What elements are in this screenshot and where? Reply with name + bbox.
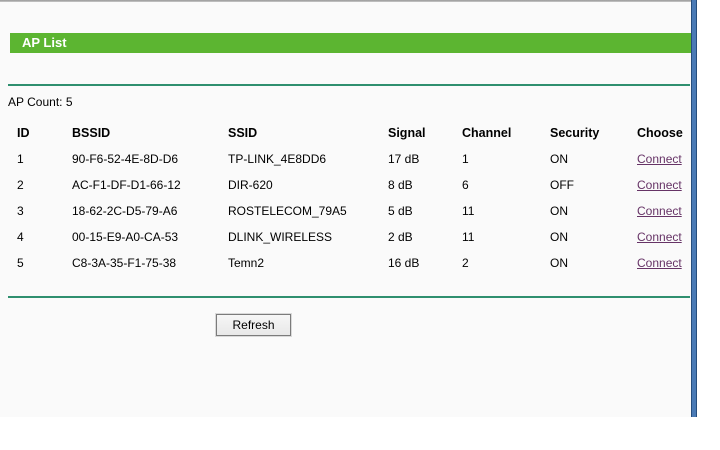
connect-link[interactable]: Connect — [637, 204, 682, 218]
refresh-button[interactable]: Refresh — [215, 313, 292, 337]
cell-bssid: 00-15-E9-A0-CA-53 — [72, 230, 179, 244]
cell-signal: 2 dB — [388, 230, 413, 244]
ap-count: AP Count: 5 — [8, 95, 73, 109]
cell-ssid: ROSTELECOM_79A5 — [228, 204, 347, 218]
cell-bssid: 18-62-2C-D5-79-A6 — [72, 204, 178, 218]
connect-link[interactable]: Connect — [637, 152, 682, 166]
cell-ssid: DLINK_WIRELESS — [228, 230, 333, 244]
cell-signal: 16 dB — [388, 256, 420, 270]
cell-security: ON — [550, 152, 568, 166]
cell-security: ON — [550, 256, 568, 270]
connect-link[interactable]: Connect — [637, 230, 682, 244]
cell-id: 2 — [17, 178, 24, 192]
cell-id: 3 — [17, 204, 24, 218]
cell-security: ON — [550, 230, 568, 244]
column-header-choose: Choose — [637, 126, 683, 140]
table-row: 2 AC-F1-DF-D1-66-12 DIR-620 8 dB 6 OFF C… — [17, 172, 691, 198]
cell-signal: 17 dB — [388, 152, 420, 166]
cell-bssid: AC-F1-DF-D1-66-12 — [72, 178, 181, 192]
cell-channel: 11 — [462, 230, 475, 244]
top-border — [0, 0, 691, 2]
column-header-security: Security — [550, 126, 600, 140]
cell-ssid: Temn2 — [228, 256, 265, 270]
cell-id: 5 — [17, 256, 24, 270]
content-area: AP List AP Count: 5 ID BSSID SSID Signal… — [0, 0, 691, 337]
connect-link[interactable]: Connect — [637, 178, 682, 192]
cell-security: OFF — [550, 178, 574, 192]
table-header-row: ID BSSID SSID Signal Channel Security Ch… — [17, 120, 691, 146]
connect-link[interactable]: Connect — [637, 256, 682, 270]
cell-id: 4 — [17, 230, 24, 244]
column-header-id: ID — [17, 126, 30, 140]
ap-count-label: AP Count: — [8, 95, 63, 109]
cell-channel: 1 — [462, 152, 469, 166]
column-header-channel: Channel — [462, 126, 512, 140]
page-title: AP List — [10, 33, 691, 53]
cell-signal: 8 dB — [388, 178, 413, 192]
cell-channel: 2 — [462, 256, 469, 270]
cell-bssid: 90-F6-52-4E-8D-D6 — [72, 152, 179, 166]
cell-channel: 11 — [462, 204, 475, 218]
divider-top — [8, 84, 690, 86]
cell-security: ON — [550, 204, 568, 218]
table-row: 4 00-15-E9-A0-CA-53 DLINK_WIRELESS 2 dB … — [17, 224, 691, 250]
column-header-bssid: BSSID — [72, 126, 111, 140]
cell-ssid: TP-LINK_4E8DD6 — [228, 152, 327, 166]
cell-signal: 5 dB — [388, 204, 413, 218]
cell-channel: 6 — [462, 178, 469, 192]
cell-bssid: C8-3A-35-F1-75-38 — [72, 256, 177, 270]
divider-bottom — [8, 296, 690, 298]
cell-id: 1 — [17, 152, 24, 166]
vertical-frame-border — [691, 0, 697, 417]
column-header-ssid: SSID — [228, 126, 258, 140]
cell-ssid: DIR-620 — [228, 178, 273, 192]
ap-count-value: 5 — [65, 95, 73, 109]
table-row: 3 18-62-2C-D5-79-A6 ROSTELECOM_79A5 5 dB… — [17, 198, 691, 224]
table-row: 1 90-F6-52-4E-8D-D6 TP-LINK_4E8DD6 17 dB… — [17, 146, 691, 172]
table-row: 5 C8-3A-35-F1-75-38 Temn2 16 dB 2 ON Con… — [17, 250, 691, 276]
ap-table: ID BSSID SSID Signal Channel Security Ch… — [17, 120, 691, 276]
column-header-signal: Signal — [388, 126, 426, 140]
